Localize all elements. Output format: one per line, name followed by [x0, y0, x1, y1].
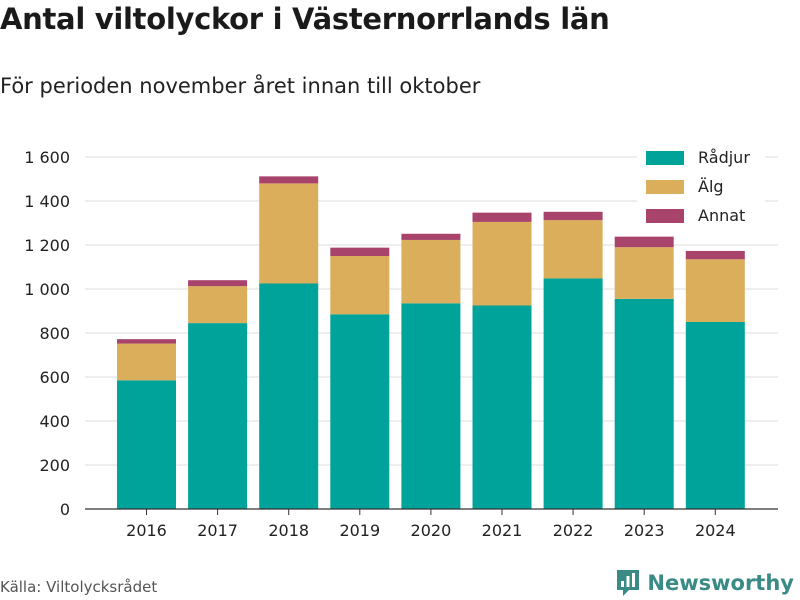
- y-tick-label: 400: [39, 412, 70, 431]
- y-tick-label: 200: [39, 456, 70, 475]
- y-tick-label: 1 000: [24, 280, 70, 299]
- bar-segment: [330, 256, 390, 315]
- bar-segment: [472, 305, 532, 509]
- bar-segment: [117, 343, 176, 381]
- legend-swatch: [646, 151, 684, 165]
- bar-segment: [330, 314, 390, 509]
- bar-segment: [543, 211, 603, 221]
- legend-label: Älg: [698, 177, 724, 196]
- legend-swatch: [646, 209, 684, 223]
- y-tick-label: 0: [60, 500, 70, 519]
- bar-segment: [472, 221, 532, 306]
- bar-segment: [614, 236, 674, 248]
- x-tick-label: 2019: [339, 521, 380, 540]
- chart-subtitle: För perioden november året innan till ok…: [0, 74, 481, 98]
- bar-segment: [330, 247, 390, 256]
- bar-segment: [685, 322, 745, 509]
- bar-segment: [188, 323, 248, 509]
- legend-label: Annat: [698, 206, 745, 225]
- source-note: Källa: Viltolycksrådet: [0, 578, 158, 596]
- x-tick-label: 2020: [411, 521, 452, 540]
- x-tick-label: 2021: [482, 521, 523, 540]
- axes: 0 200 400 600 800 1 000 1 200 1 400 1 600 2016 201…: [24, 148, 778, 540]
- bar-segment: [401, 303, 461, 509]
- bar-segment: [259, 283, 319, 509]
- bar-segment: [117, 339, 176, 344]
- bar-segment: [543, 278, 603, 509]
- bar-segment: [685, 259, 745, 322]
- bar-segment: [188, 286, 248, 324]
- bar-segment: [543, 220, 603, 279]
- x-tick-label: 2016: [126, 521, 167, 540]
- bar-segment: [685, 250, 745, 260]
- x-tick-label: 2023: [624, 521, 665, 540]
- y-tick-label: 1 400: [24, 192, 70, 211]
- y-tick-label: 1 600: [24, 148, 70, 167]
- bar-segment: [259, 183, 319, 284]
- bar-segment: [188, 280, 248, 287]
- x-tick-label: 2018: [268, 521, 309, 540]
- y-tick-label: 600: [39, 368, 70, 387]
- x-tick-label: 2022: [553, 521, 594, 540]
- bar-segment: [401, 233, 461, 240]
- x-tick-label: 2017: [197, 521, 238, 540]
- bar-segment: [472, 212, 532, 222]
- bar-segment: [117, 380, 176, 509]
- chart-title: Antal viltolyckor i Västernorrlands län: [0, 2, 610, 36]
- bar-segment: [614, 247, 674, 299]
- legend-swatch: [646, 180, 684, 194]
- bars: [117, 176, 745, 509]
- brand-logo: Newsworthy: [615, 568, 794, 598]
- brand-name: Newsworthy: [647, 571, 794, 595]
- y-tick-label: 1 200: [24, 236, 70, 255]
- y-tick-label: 800: [39, 324, 70, 343]
- bar-segment: [259, 176, 319, 184]
- legend-label: Rådjur: [698, 148, 750, 167]
- bar-segment: [401, 239, 461, 304]
- bar-segment: [614, 298, 674, 509]
- newsworthy-icon: [617, 570, 640, 596]
- legend: Rådjur Älg Annat: [637, 143, 765, 229]
- x-tick-label: 2024: [695, 521, 736, 540]
